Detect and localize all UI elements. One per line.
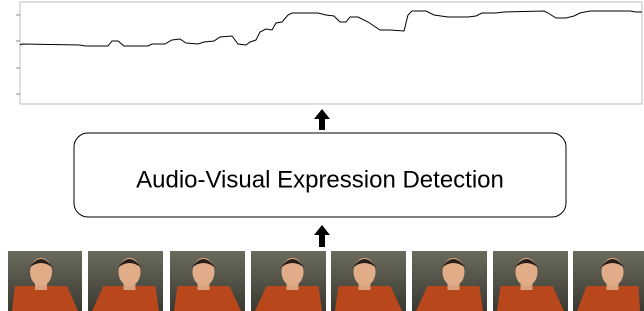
frame xyxy=(8,251,82,311)
arrow-up xyxy=(314,109,330,130)
line-chart xyxy=(16,2,642,104)
frame xyxy=(573,251,644,311)
arrow-up xyxy=(314,225,330,247)
frame xyxy=(493,251,568,311)
frame xyxy=(251,251,326,311)
frame xyxy=(88,251,163,311)
frame xyxy=(331,251,406,311)
frame xyxy=(170,251,245,311)
figure: Audio-Visual Expression Detection xyxy=(0,0,644,311)
plot-frame xyxy=(20,2,642,104)
frame xyxy=(412,251,487,311)
video-frames xyxy=(8,251,644,311)
box-label: Audio-Visual Expression Detection xyxy=(136,166,504,193)
